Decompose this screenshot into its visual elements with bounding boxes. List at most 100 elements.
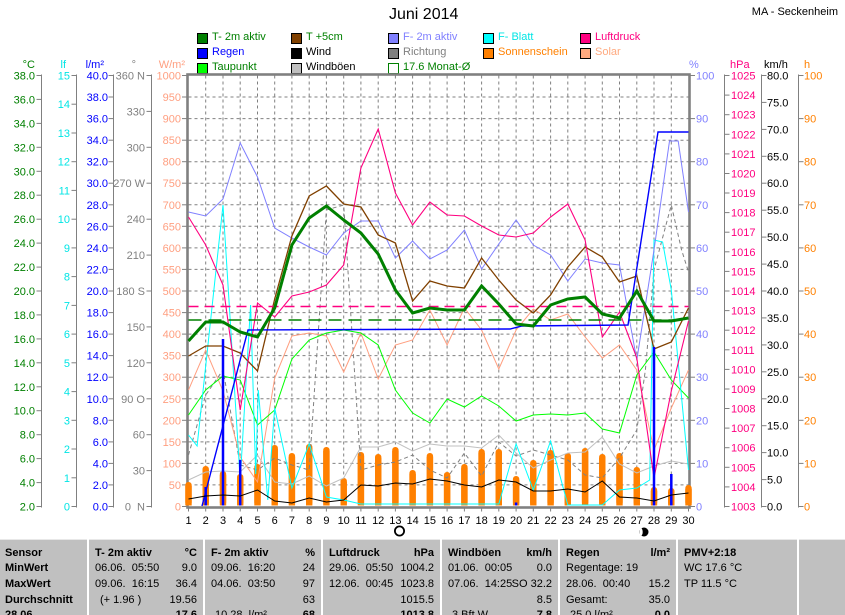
svg-text:400: 400 <box>163 329 181 341</box>
svg-text:2.0: 2.0 <box>20 502 35 514</box>
svg-text:80: 80 <box>804 157 816 169</box>
svg-text:650: 650 <box>163 221 181 233</box>
svg-text:1022: 1022 <box>731 129 755 141</box>
svg-text:30: 30 <box>804 372 816 384</box>
svg-text:200: 200 <box>163 415 181 427</box>
svg-text:2: 2 <box>203 515 209 527</box>
svg-text:11: 11 <box>355 515 366 527</box>
svg-text:150: 150 <box>127 322 145 334</box>
svg-text:10.0: 10.0 <box>14 406 35 418</box>
svg-text:100: 100 <box>804 71 822 83</box>
svg-text:17: 17 <box>458 515 470 527</box>
svg-text:27: 27 <box>631 515 643 527</box>
svg-text:1021: 1021 <box>731 149 755 161</box>
svg-text:8: 8 <box>306 515 312 527</box>
svg-text:240: 240 <box>127 214 145 226</box>
svg-text:20.0: 20.0 <box>87 286 108 298</box>
svg-text:km/h: km/h <box>764 59 788 71</box>
svg-text:40.0: 40.0 <box>767 286 788 298</box>
svg-text:38.0: 38.0 <box>14 71 35 83</box>
svg-text:700: 700 <box>163 200 181 212</box>
svg-text:40.0: 40.0 <box>87 71 108 83</box>
svg-text:4.0: 4.0 <box>93 458 108 470</box>
svg-text:6: 6 <box>272 515 278 527</box>
svg-text:11: 11 <box>59 185 70 197</box>
svg-text:800: 800 <box>163 157 181 169</box>
svg-text:70: 70 <box>696 200 708 212</box>
svg-text:15.0: 15.0 <box>767 421 788 433</box>
svg-text:30: 30 <box>682 515 694 527</box>
svg-text:34.0: 34.0 <box>87 135 108 147</box>
svg-text:21: 21 <box>527 515 539 527</box>
svg-text:60: 60 <box>696 243 708 255</box>
svg-text:13: 13 <box>58 128 70 140</box>
svg-text:15: 15 <box>424 515 436 527</box>
svg-text:20: 20 <box>510 515 522 527</box>
svg-text:90 O: 90 O <box>121 394 145 406</box>
svg-text:950: 950 <box>163 92 181 104</box>
svg-text:10: 10 <box>696 458 708 470</box>
svg-text:30.0: 30.0 <box>767 340 788 352</box>
svg-text:10: 10 <box>804 458 816 470</box>
svg-text:1016: 1016 <box>731 247 755 259</box>
svg-text:14.0: 14.0 <box>87 351 108 363</box>
svg-text:1003: 1003 <box>731 502 755 514</box>
svg-text:300: 300 <box>163 372 181 384</box>
svg-text:210: 210 <box>127 250 145 262</box>
svg-text:16.0: 16.0 <box>87 329 108 341</box>
svg-text:4.0: 4.0 <box>20 478 35 490</box>
svg-text:50: 50 <box>169 480 181 492</box>
svg-text:h: h <box>804 59 810 71</box>
svg-text:70.0: 70.0 <box>767 124 788 136</box>
svg-text:0: 0 <box>696 502 702 514</box>
svg-text:1: 1 <box>64 473 70 485</box>
svg-text:150: 150 <box>163 437 181 449</box>
svg-text:70: 70 <box>804 200 816 212</box>
svg-text:360 N: 360 N <box>116 71 145 83</box>
svg-text:24.0: 24.0 <box>87 243 108 255</box>
svg-text:26.0: 26.0 <box>87 221 108 233</box>
svg-text:80: 80 <box>696 157 708 169</box>
svg-text:1012: 1012 <box>731 325 755 337</box>
svg-text:24: 24 <box>579 515 591 527</box>
svg-text:45.0: 45.0 <box>767 259 788 271</box>
svg-text:5: 5 <box>64 358 70 370</box>
svg-text:600: 600 <box>163 243 181 255</box>
svg-text:26.0: 26.0 <box>14 214 35 226</box>
svg-text:12.0: 12.0 <box>14 382 35 394</box>
svg-text:1025: 1025 <box>731 71 755 83</box>
svg-text:20.0: 20.0 <box>14 286 35 298</box>
svg-text:65.0: 65.0 <box>767 151 788 163</box>
svg-text:28: 28 <box>648 515 660 527</box>
svg-text:50.0: 50.0 <box>767 232 788 244</box>
svg-text:°C: °C <box>23 59 35 71</box>
svg-text:1024: 1024 <box>731 90 755 102</box>
svg-text:40: 40 <box>804 329 816 341</box>
svg-text:16.0: 16.0 <box>14 334 35 346</box>
svg-text:30: 30 <box>133 466 145 478</box>
svg-text:180 S: 180 S <box>116 286 145 298</box>
svg-text:°: ° <box>132 59 136 71</box>
svg-text:250: 250 <box>163 394 181 406</box>
svg-text:14: 14 <box>406 515 418 527</box>
svg-text:30.0: 30.0 <box>87 178 108 190</box>
svg-text:0.0: 0.0 <box>93 502 108 514</box>
svg-text:28.0: 28.0 <box>14 190 35 202</box>
svg-text:1020: 1020 <box>731 169 755 181</box>
svg-text:8.0: 8.0 <box>20 430 35 442</box>
svg-text:55.0: 55.0 <box>767 205 788 217</box>
svg-text:hPa: hPa <box>730 59 750 71</box>
svg-text:1023: 1023 <box>731 110 755 122</box>
svg-text:20: 20 <box>696 415 708 427</box>
svg-text:6: 6 <box>64 329 70 341</box>
svg-text:1: 1 <box>185 515 191 527</box>
svg-text:8.0: 8.0 <box>93 415 108 427</box>
svg-text:l/m²: l/m² <box>86 59 105 71</box>
svg-text:0: 0 <box>175 502 181 514</box>
svg-text:22.0: 22.0 <box>87 264 108 276</box>
svg-text:300: 300 <box>127 142 145 154</box>
svg-text:330: 330 <box>127 106 145 118</box>
svg-text:9: 9 <box>323 515 329 527</box>
svg-text:9: 9 <box>64 243 70 255</box>
svg-text:34.0: 34.0 <box>14 118 35 130</box>
